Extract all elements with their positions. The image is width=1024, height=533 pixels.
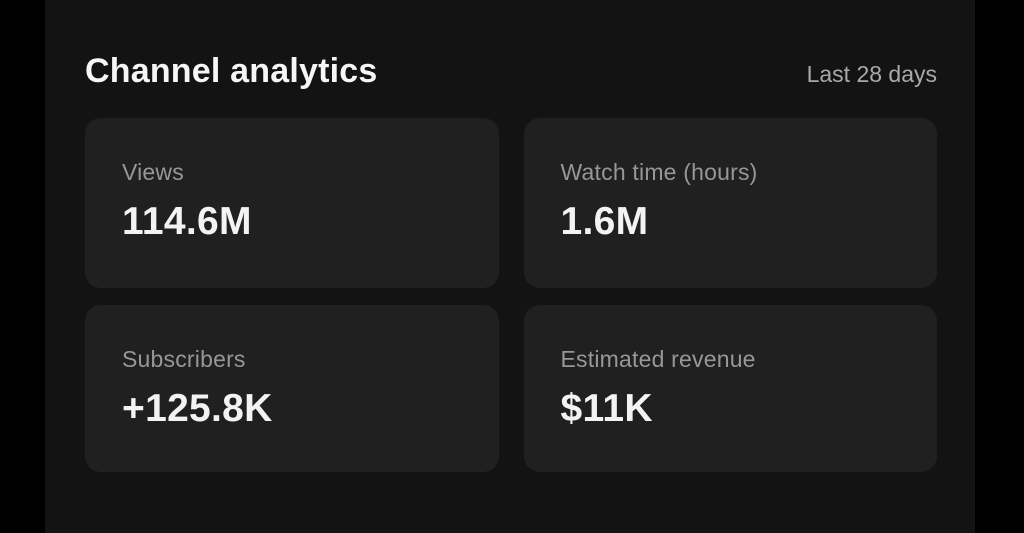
page-title: Channel analytics	[85, 52, 378, 90]
estimated-revenue-card-label: Estimated revenue	[560, 346, 756, 372]
subscribers-card-label: Subscribers	[122, 346, 246, 372]
views-card-label: Views	[122, 159, 184, 185]
estimated-revenue-card-value: $11K	[560, 387, 653, 430]
date-range-label: Last 28 days	[806, 61, 937, 87]
views-card[interactable]: Views 114.6M	[85, 118, 499, 288]
stat-cards-grid: Views 114.6M Watch time (hours) 1.6M Sub…	[85, 118, 937, 472]
subscribers-card[interactable]: Subscribers +125.8K	[85, 305, 499, 472]
watch-time-card-label: Watch time (hours)	[560, 159, 758, 185]
estimated-revenue-card[interactable]: Estimated revenue $11K	[523, 305, 937, 472]
channel-analytics-panel: Channel analytics Last 28 days Views 114…	[45, 0, 975, 533]
subscribers-card-value: +125.8K	[122, 387, 273, 430]
watch-time-card-value: 1.6M	[560, 200, 649, 243]
watch-time-card[interactable]: Watch time (hours) 1.6M	[523, 118, 937, 288]
views-card-value: 114.6M	[122, 200, 252, 243]
analytics-header: Channel analytics Last 28 days	[85, 0, 937, 91]
